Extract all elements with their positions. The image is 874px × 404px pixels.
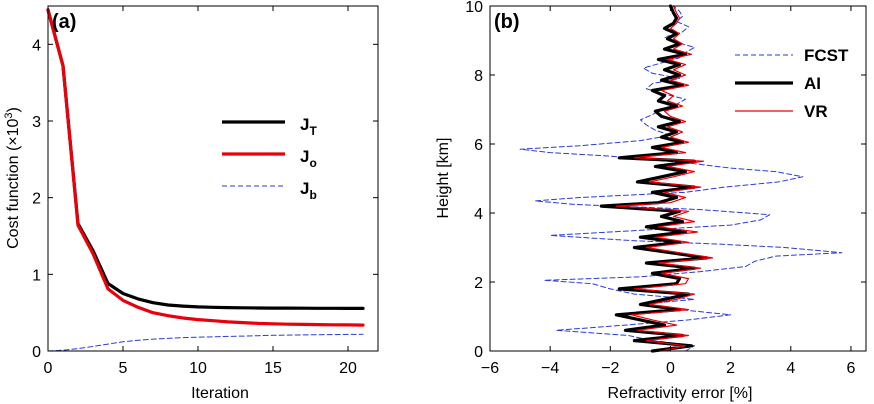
panel-a-xtick-label: 15 [264, 360, 282, 377]
panel-b-ytick-label: 10 [465, 0, 483, 16]
panel-a-ylabel-main: Cost function (×10 [5, 118, 22, 248]
panel-b-label: (b) [494, 11, 520, 33]
panel-a-axes-frame [47, 5, 379, 352]
panel-b-xlabel: Refractivity error [%] [608, 385, 753, 402]
panel-a-xtick-label: 0 [44, 360, 53, 377]
panel-a-xtick-label: 5 [119, 360, 128, 377]
panel-b-series-line-2 [615, 5, 714, 352]
panel-a-legend-label-2: Jb [300, 179, 317, 202]
panel-a-legend-label-1: Jo [300, 147, 317, 170]
panel-a-legend-sub: b [309, 188, 316, 202]
panel-b-legend-label-2: VR [804, 102, 828, 121]
panel-b-ticks: −6 −4 −2 0 2 4 6 0 2 4 6 8 10 [465, 0, 866, 377]
panel-b: −6 −4 −2 0 2 4 6 0 2 4 6 8 10 (b) Refractivity error… [435, 0, 867, 402]
panel-b-xtick-label: 2 [726, 360, 735, 377]
panel-a-series-line-1 [46, 8, 365, 327]
panel-a-series-line-0 [46, 8, 365, 310]
panel-b-xtick-label: −2 [601, 360, 619, 377]
panel-a-ytick-label: 4 [32, 37, 41, 54]
panel-a-series-group [46, 8, 365, 352]
panel-a-series-line-2 [47, 333, 364, 352]
panel-b-xtick-label: 0 [666, 360, 675, 377]
panel-b-series-group [519, 4, 843, 353]
panel-a-label: (a) [52, 11, 76, 33]
panel-b-legend-label-1: AI [804, 74, 821, 93]
panel-b-series-line-0 [519, 5, 843, 352]
panel-b-ytick-label: 6 [474, 137, 483, 154]
panel-a-ytick-label: 1 [32, 267, 41, 284]
panel-a-xtick-label: 20 [339, 360, 357, 377]
panel-a-xtick-label: 10 [189, 360, 207, 377]
panel-a-ytick-label: 2 [32, 191, 41, 208]
panel-b-axes-frame [489, 5, 867, 352]
panel-a-ylabel-end: ) [5, 107, 22, 112]
panel-a-legend-label-0: JT [300, 115, 317, 138]
panel-b-ytick-label: 8 [474, 68, 483, 85]
panel-b-series-line-1 [599, 4, 709, 353]
panel-a-ticks: 0 5 10 15 20 0 1 2 3 4 [32, 6, 378, 377]
panel-a-legend-main: J [300, 147, 309, 166]
panel-a-legend-sub: o [309, 156, 316, 170]
panel-a-legend-main: J [300, 179, 309, 198]
panel-b-ytick-label: 0 [474, 344, 483, 361]
panel-a-ylabel: Cost function (×103) [3, 107, 22, 249]
panel-b-xtick-label: −4 [541, 360, 559, 377]
panel-a-ytick-label: 0 [32, 344, 41, 361]
panel-b-ytick-label: 2 [474, 275, 483, 292]
panel-a-legend-sub: T [309, 124, 317, 138]
panel-b-xtick-label: −6 [481, 360, 499, 377]
panel-b-ylabel: Height [km] [435, 138, 452, 219]
panel-b-xtick-label: 6 [847, 360, 856, 377]
panel-b-xtick-label: 4 [786, 360, 795, 377]
panel-a: 0 5 10 15 20 0 1 2 3 4 (a) Iteration Cost functio… [3, 5, 379, 402]
panel-a-xlabel: Iteration [191, 385, 249, 402]
panel-b-ytick-label: 4 [474, 206, 483, 223]
panel-a-legend-main: J [300, 115, 309, 134]
panel-b-legend-label-0: FCST [804, 46, 849, 65]
panel-a-ylabel-sup: 3 [3, 112, 15, 118]
panel-a-ytick-label: 3 [32, 114, 41, 131]
panel-b-legend: FCST AI VR [735, 46, 849, 121]
